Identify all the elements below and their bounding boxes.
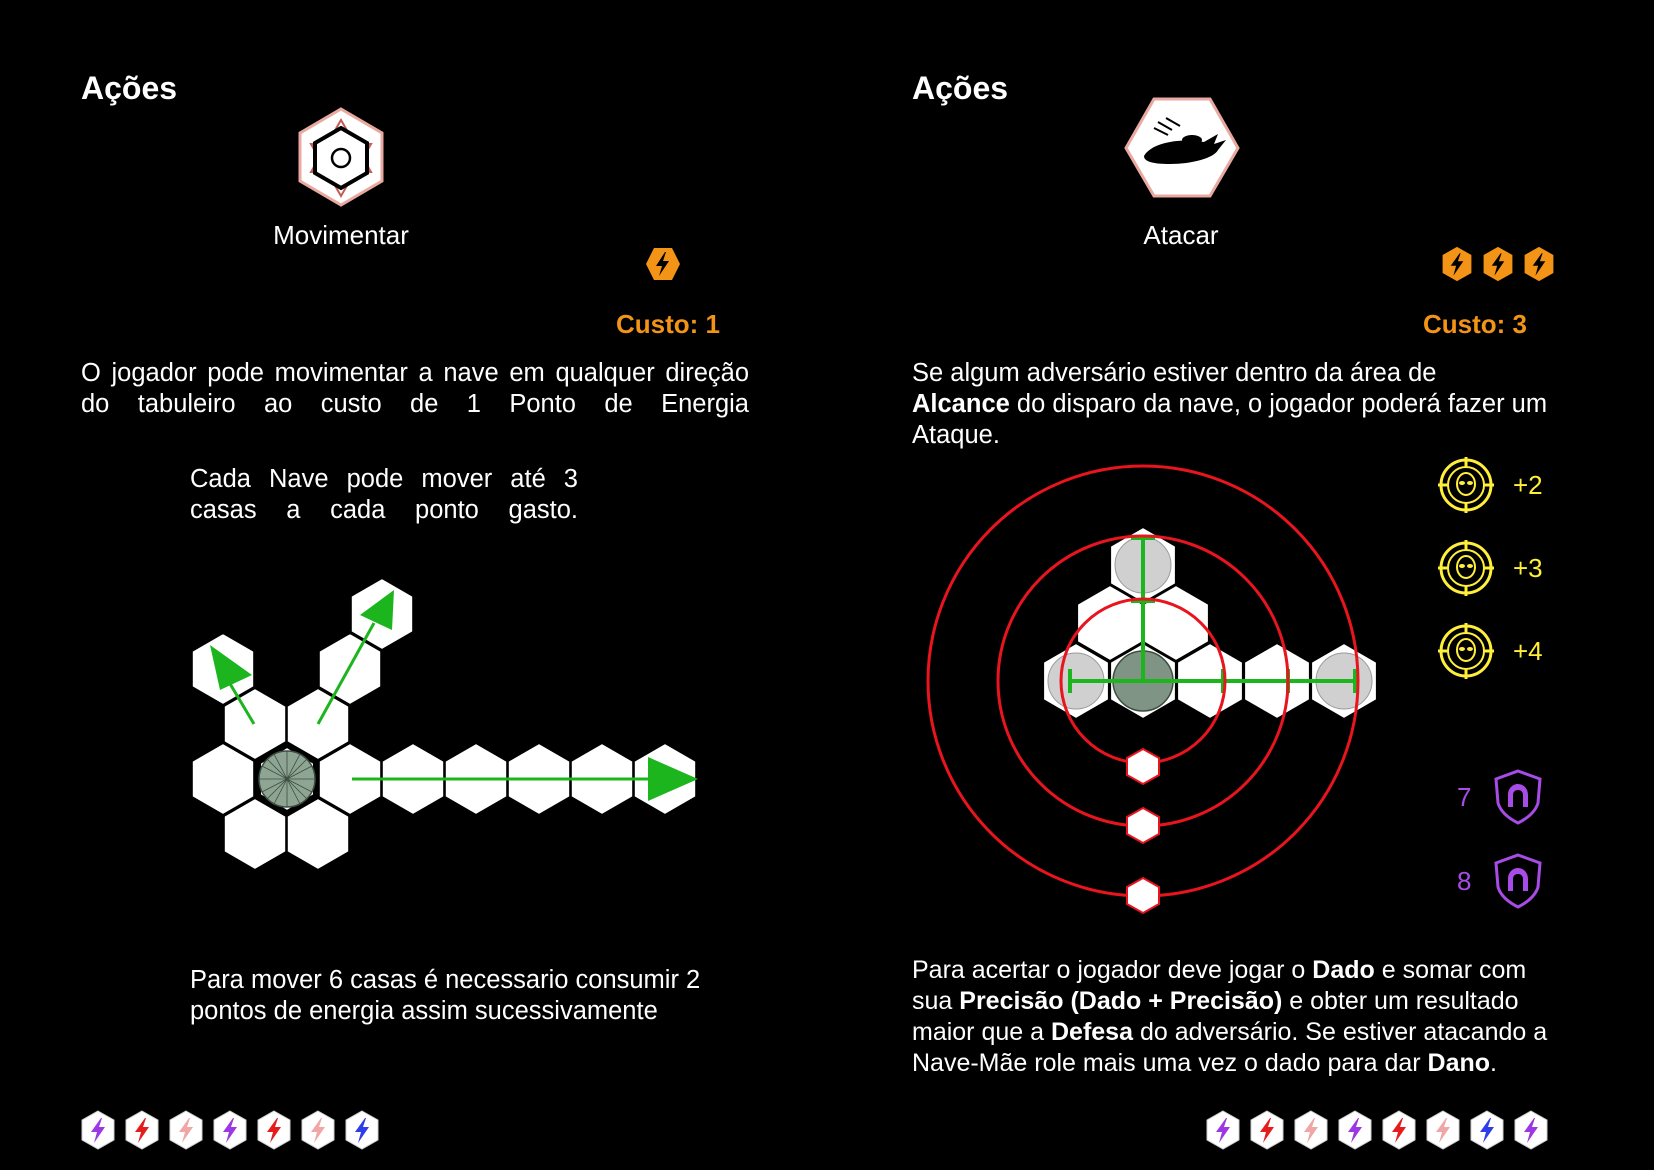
enemy-ship-icons	[1126, 747, 1160, 915]
alien-target-icon	[1438, 540, 1494, 596]
move-note: Cada Nave pode mover até 3 casas a cada …	[190, 465, 578, 524]
rule-text: e somar com sua	[912, 956, 1527, 1015]
rule-text: e obter um resultado maior que a	[912, 987, 1519, 1046]
board-hex	[190, 741, 256, 817]
page-atacar: Ações Atacar Custo: 3 Se algum adversári…	[827, 0, 1654, 1170]
spaceship-attack-icon	[1124, 97, 1240, 198]
action-description: O jogador pode movimentar a nave em qual…	[81, 359, 749, 418]
board-hex	[285, 796, 351, 872]
red-bolt-hex-icon	[1250, 1110, 1284, 1150]
page-heading: Ações	[81, 70, 178, 106]
blue-bolt-hex-icon	[1470, 1110, 1504, 1150]
purple-bolt-hex-icon	[1514, 1110, 1548, 1150]
purple-bolt-hex-icon	[81, 1110, 115, 1150]
cost-label: Custo: 1	[616, 309, 720, 339]
red-bolt-hex-icon	[257, 1110, 291, 1150]
precision-bonus-value: +3	[1513, 552, 1543, 583]
rule-text: .	[1490, 1049, 1497, 1077]
arrow-head-right	[648, 757, 698, 801]
alien-target-icon	[1438, 457, 1494, 513]
purple-bolt-hex-icon	[1206, 1110, 1240, 1150]
pink-bolt-hex-icon	[169, 1110, 203, 1150]
action-description: Se algum adversário estiver dentro da ár…	[912, 358, 1562, 451]
precision-bonus-item: +2	[1437, 456, 1543, 514]
ship-hex	[258, 745, 316, 813]
rule-bold-dado: Dado	[1312, 956, 1375, 984]
rule-text: do adversário. Se estiver atacando a Nav…	[912, 1018, 1548, 1077]
precision-bonus-value: +4	[1513, 635, 1543, 666]
precision-bonus-item: +4	[1437, 622, 1543, 680]
movement-hex-grid	[190, 576, 698, 872]
pink-bolt-hex-icon	[1426, 1110, 1460, 1150]
desc-text-2: do disparo da nave, o jogador poderá faz…	[912, 390, 1548, 449]
attack-range-diagram	[926, 464, 1378, 915]
rule-bold-dano: Dano	[1427, 1049, 1491, 1077]
energy-bolt-icon	[646, 248, 680, 280]
energy-token-row	[1205, 1110, 1557, 1152]
energy-token-row	[80, 1110, 388, 1152]
energy-bolt-icon	[1442, 246, 1472, 282]
red-bolt-hex-icon	[1382, 1110, 1416, 1150]
defense-item: 7	[1457, 769, 1543, 825]
rule-bold-precisao: Precisão (Dado + Precisão)	[959, 987, 1283, 1015]
blue-bolt-hex-icon	[345, 1110, 379, 1150]
move-note-2: Para mover 6 casas é necessario consumir…	[190, 966, 701, 1025]
red-bolt-hex-icon	[125, 1110, 159, 1150]
energy-bolt-icon	[1483, 246, 1513, 282]
purple-bolt-hex-icon	[1338, 1110, 1372, 1150]
attack-rule: Para acertar o jogador deve jogar o Dado…	[912, 955, 1572, 1079]
precision-bonus-item: +3	[1437, 539, 1543, 597]
arrow-head-upright	[360, 590, 394, 630]
arrow-head-upleft	[210, 645, 252, 690]
desc-text: Se algum adversário estiver dentro da ár…	[912, 359, 1437, 387]
cost-icons	[1439, 246, 1562, 282]
defense-value: 8	[1457, 865, 1472, 896]
defense-value: 7	[1457, 781, 1472, 812]
energy-bolt-icon	[1524, 246, 1554, 282]
alien-target-icon	[1438, 623, 1494, 679]
action-name: Movimentar	[273, 220, 409, 250]
precision-bonus-value: +2	[1513, 469, 1543, 500]
cost-label: Custo: 3	[1423, 309, 1527, 339]
pink-bolt-hex-icon	[301, 1110, 335, 1150]
rule-bold-defesa: Defesa	[1050, 1018, 1133, 1046]
desc-bold-alcance: Alcance	[912, 390, 1010, 418]
rule-text: Para acertar o jogador deve jogar o	[912, 956, 1306, 984]
page-heading: Ações	[912, 70, 1009, 106]
action-name: Atacar	[1143, 220, 1219, 250]
magnet-shield-icon	[1494, 769, 1543, 825]
purple-bolt-hex-icon	[213, 1110, 247, 1150]
pink-bolt-hex-icon	[1294, 1110, 1328, 1150]
movement-hexagon-icon	[298, 107, 384, 207]
defense-item: 8	[1457, 853, 1543, 909]
move-arrow-upright	[316, 622, 376, 725]
magnet-shield-icon	[1494, 853, 1543, 909]
page-movimentar: Ações Movimentar Custo: 1 O jogador pode…	[80, 70, 749, 1152]
